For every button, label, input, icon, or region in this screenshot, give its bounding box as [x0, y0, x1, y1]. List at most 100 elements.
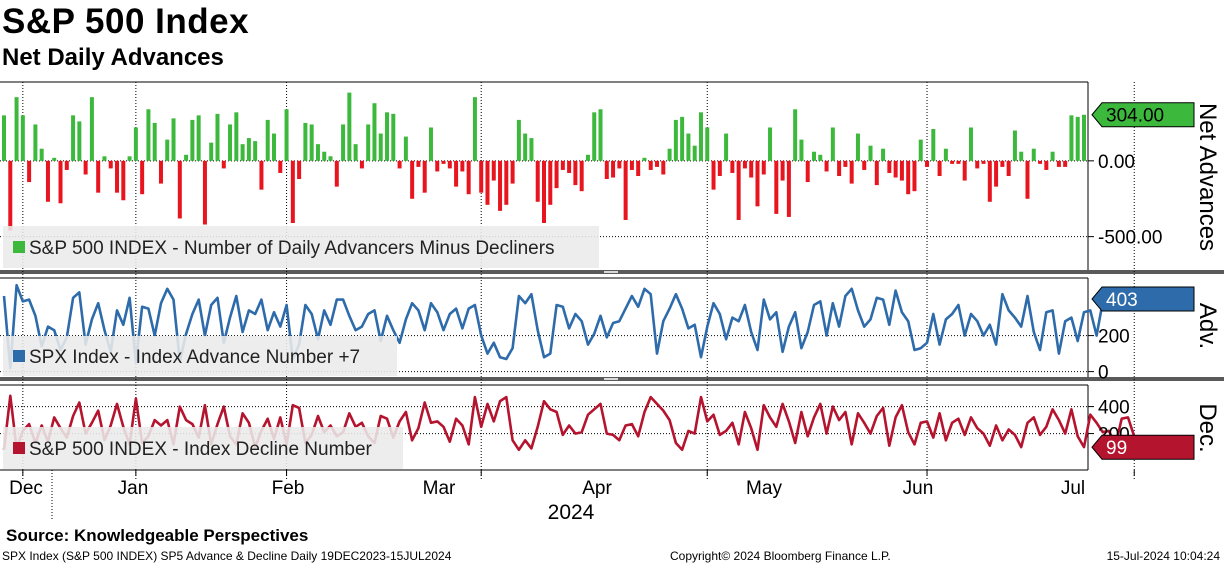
x-year-label: 2024 — [548, 501, 595, 524]
bar — [341, 124, 346, 161]
bar — [893, 160, 898, 178]
bar — [391, 113, 396, 161]
bar — [177, 160, 182, 219]
bar — [265, 119, 270, 161]
bar — [912, 160, 917, 192]
bar — [353, 144, 358, 161]
x-tick-label: Jun — [903, 478, 934, 499]
y-tick-label: 200 — [1098, 327, 1130, 348]
bar — [253, 141, 258, 161]
bar — [611, 160, 616, 178]
x-tick-label: Feb — [272, 478, 305, 499]
bar — [705, 127, 710, 161]
bar — [52, 157, 57, 161]
bar — [881, 148, 886, 161]
bar — [498, 160, 503, 211]
bar — [378, 133, 383, 161]
y-tick-label: 0.00 — [1098, 152, 1135, 173]
bar — [887, 160, 892, 173]
bar — [1000, 160, 1005, 167]
bar — [441, 160, 446, 164]
bar — [692, 145, 697, 161]
chart-subtitle: Net Daily Advances — [2, 44, 224, 71]
last-value-tag — [1091, 434, 1195, 460]
bar — [529, 138, 534, 161]
bar — [975, 160, 980, 169]
bar — [636, 160, 641, 176]
bar — [1050, 151, 1055, 161]
bar — [742, 160, 747, 169]
bar — [1069, 115, 1074, 161]
bar — [686, 133, 691, 161]
bar — [818, 154, 823, 161]
bar — [77, 121, 82, 161]
bar — [397, 160, 402, 169]
bar — [115, 160, 120, 193]
y-tick-label: 0 — [1098, 363, 1109, 384]
legend-label: SPX Index - Index Advance Number +7 — [29, 347, 360, 368]
bar — [629, 160, 634, 170]
bar — [925, 160, 930, 167]
bar — [956, 160, 961, 164]
bar — [1019, 151, 1024, 161]
bar — [234, 112, 239, 161]
bar — [366, 124, 371, 161]
bar — [906, 160, 911, 195]
bar — [812, 151, 816, 161]
bar — [1056, 160, 1061, 167]
bar — [504, 160, 509, 205]
bar — [290, 160, 295, 223]
bar — [548, 160, 553, 205]
bar — [968, 127, 973, 161]
bar — [184, 154, 189, 161]
bar — [698, 112, 703, 161]
bar — [1006, 160, 1011, 176]
legend-swatch — [13, 241, 25, 253]
bar — [315, 144, 320, 161]
bar — [71, 115, 76, 161]
bar — [1044, 160, 1049, 170]
bar — [755, 160, 760, 207]
bar — [14, 97, 19, 161]
legend-box — [3, 427, 403, 469]
bar — [422, 160, 427, 193]
bar — [786, 160, 791, 217]
bar — [604, 160, 609, 180]
bar — [472, 97, 477, 161]
legend-box — [3, 226, 599, 268]
bar — [950, 160, 955, 164]
bar — [1012, 130, 1017, 161]
panel-title: Dec. — [1194, 403, 1221, 452]
bar — [780, 160, 785, 181]
bar — [460, 160, 465, 172]
bar — [140, 160, 145, 195]
bar — [855, 133, 860, 161]
bar — [39, 148, 44, 161]
bar — [209, 142, 214, 161]
bar — [899, 160, 904, 181]
bar — [749, 160, 754, 178]
bar — [554, 160, 559, 189]
footer-copyright: Copyright© 2024 Bloomberg Finance L.P. — [670, 549, 891, 563]
bar — [127, 156, 132, 161]
bar — [428, 127, 433, 161]
series-line — [2, 283, 1116, 370]
legend-box — [3, 336, 397, 376]
footer-timestamp: 15-Jul-2024 10:04:24 — [1106, 549, 1220, 563]
bar — [962, 160, 967, 181]
bar — [573, 160, 578, 186]
bar — [491, 160, 496, 181]
x-tick-label: Jul — [1061, 478, 1085, 499]
bar — [221, 160, 226, 169]
bar — [931, 129, 936, 161]
bar — [516, 119, 521, 161]
bar — [1025, 160, 1030, 199]
bar — [623, 160, 628, 220]
bar — [862, 160, 867, 170]
separator-grip — [604, 271, 618, 273]
bar — [146, 109, 151, 161]
bar — [837, 160, 842, 176]
last-value-tag — [1091, 102, 1195, 128]
bar — [592, 112, 597, 161]
last-value-label: 304.00 — [1106, 106, 1164, 127]
